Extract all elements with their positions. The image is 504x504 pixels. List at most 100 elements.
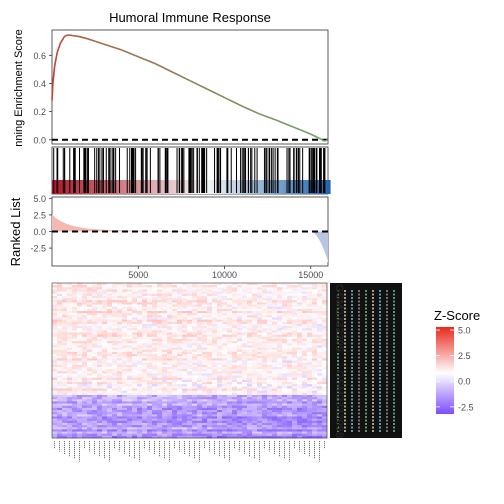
heatmap-cell — [102, 356, 108, 359]
heatmap-cell — [262, 285, 268, 288]
heatmap-cell — [302, 343, 308, 346]
heatmap-cell — [232, 332, 238, 335]
heatmap-cell — [312, 403, 318, 407]
heatmap-cell — [72, 379, 78, 383]
heatmap-cell — [232, 410, 238, 413]
heatmap-cell — [272, 425, 278, 428]
heatmap-cell — [227, 412, 233, 415]
heatmap-cell — [167, 338, 173, 342]
heatmap-cell — [87, 343, 93, 346]
heatmap-cell — [272, 319, 278, 323]
heatmap-cell — [97, 433, 103, 437]
heatmap-cell — [62, 416, 68, 419]
heatmap-cell — [142, 343, 148, 346]
heatmap-cell — [142, 332, 148, 335]
heatmap-cell — [287, 347, 293, 351]
heatmap-cell — [152, 356, 158, 359]
heatmap-cell — [67, 418, 73, 422]
heatmap-cell — [182, 319, 188, 323]
heatmap-cell — [237, 384, 243, 387]
heatmap-cell — [62, 319, 68, 323]
rank-gradient-cell — [214, 180, 217, 194]
heatmap-cell — [297, 371, 303, 374]
heatmap-cell — [307, 427, 313, 430]
heatmap-cell — [262, 422, 268, 426]
heatmap-cell — [177, 336, 183, 340]
heatmap-cell — [52, 341, 58, 344]
heatmap-cell — [267, 362, 273, 366]
heatmap-cell — [117, 401, 123, 404]
heatmap-cell — [142, 392, 148, 396]
heatmap-cell — [152, 410, 158, 413]
heatmap-cell — [282, 321, 288, 325]
heatmap-cell — [52, 384, 58, 387]
heatmap-cell — [72, 298, 78, 301]
heatmap-cell — [307, 293, 313, 297]
heatmap-cell — [197, 295, 203, 299]
heatmap-cell — [212, 283, 218, 286]
heatmap-cell — [217, 420, 223, 424]
heatmap-cell — [172, 295, 178, 299]
heatmap-cell — [242, 354, 248, 357]
heatmap-cell — [242, 315, 248, 318]
heatmap-cell — [277, 300, 283, 303]
heatmap-cell — [237, 412, 243, 415]
heatmap-cell — [212, 410, 218, 413]
rank-gradient-cell — [223, 180, 227, 194]
heatmap-cell — [127, 390, 133, 394]
heatmap-cell — [262, 358, 268, 361]
heatmap-cell — [212, 289, 218, 292]
heatmap-cell — [322, 300, 328, 303]
heatmap-cell — [262, 384, 268, 387]
heatmap-cell — [157, 429, 163, 432]
heatmap-cell — [297, 347, 303, 351]
heatmap-cell — [112, 392, 118, 396]
heatmap-cell — [82, 313, 88, 316]
heatmap-cell — [102, 347, 108, 351]
heatmap-cell — [157, 388, 163, 391]
heatmap-cell — [137, 341, 143, 344]
heatmap-cell — [302, 323, 308, 327]
heatmap-cell — [252, 334, 258, 338]
heatmap-cell — [172, 323, 178, 327]
heatmap-cell — [217, 405, 223, 409]
ranked-y-tick-label: 0.0 — [33, 227, 46, 237]
heatmap-cell — [52, 366, 58, 370]
heatmap-cell — [322, 364, 328, 368]
heatmap-cell — [122, 360, 128, 363]
heatmap-cell — [117, 317, 123, 320]
heatmap-cell — [297, 405, 303, 409]
heatmap-cell — [222, 384, 228, 387]
heatmap-cell — [257, 429, 263, 432]
heatmap-cell — [52, 298, 58, 301]
heatmap-cell — [257, 349, 263, 353]
ranked-y-ticks: 5.02.50.0-2.5 — [30, 194, 52, 254]
heatmap-cell — [137, 321, 143, 325]
heatmap-cell — [317, 330, 323, 333]
es-curve — [51, 34, 329, 142]
heatmap-cell — [267, 289, 273, 292]
heatmap-cell — [287, 354, 293, 357]
heatmap-cell — [157, 336, 163, 340]
heatmap-cell — [237, 394, 243, 398]
heatmap-cell — [117, 321, 123, 325]
heatmap-cell — [57, 295, 63, 299]
heatmap-cell — [92, 405, 98, 409]
heatmap-cell — [152, 418, 158, 422]
heatmap-cell — [257, 321, 263, 325]
heatmap-cell — [212, 317, 218, 320]
heatmap-cell — [157, 410, 163, 413]
rank-gradient-cell — [89, 180, 92, 194]
heatmap-cell — [292, 410, 298, 413]
heatmap-cell — [107, 388, 113, 391]
heatmap-cell — [137, 388, 143, 391]
heatmap-cell — [72, 425, 78, 428]
heatmap-cell — [62, 356, 68, 359]
heatmap-cell — [277, 418, 283, 422]
heatmap-cell — [202, 298, 208, 301]
heatmap-cell — [277, 427, 283, 430]
heatmap-cell — [312, 319, 318, 323]
heatmap-cell — [182, 435, 188, 439]
heatmap-cell — [122, 401, 128, 404]
heatmap-cell — [232, 401, 238, 404]
